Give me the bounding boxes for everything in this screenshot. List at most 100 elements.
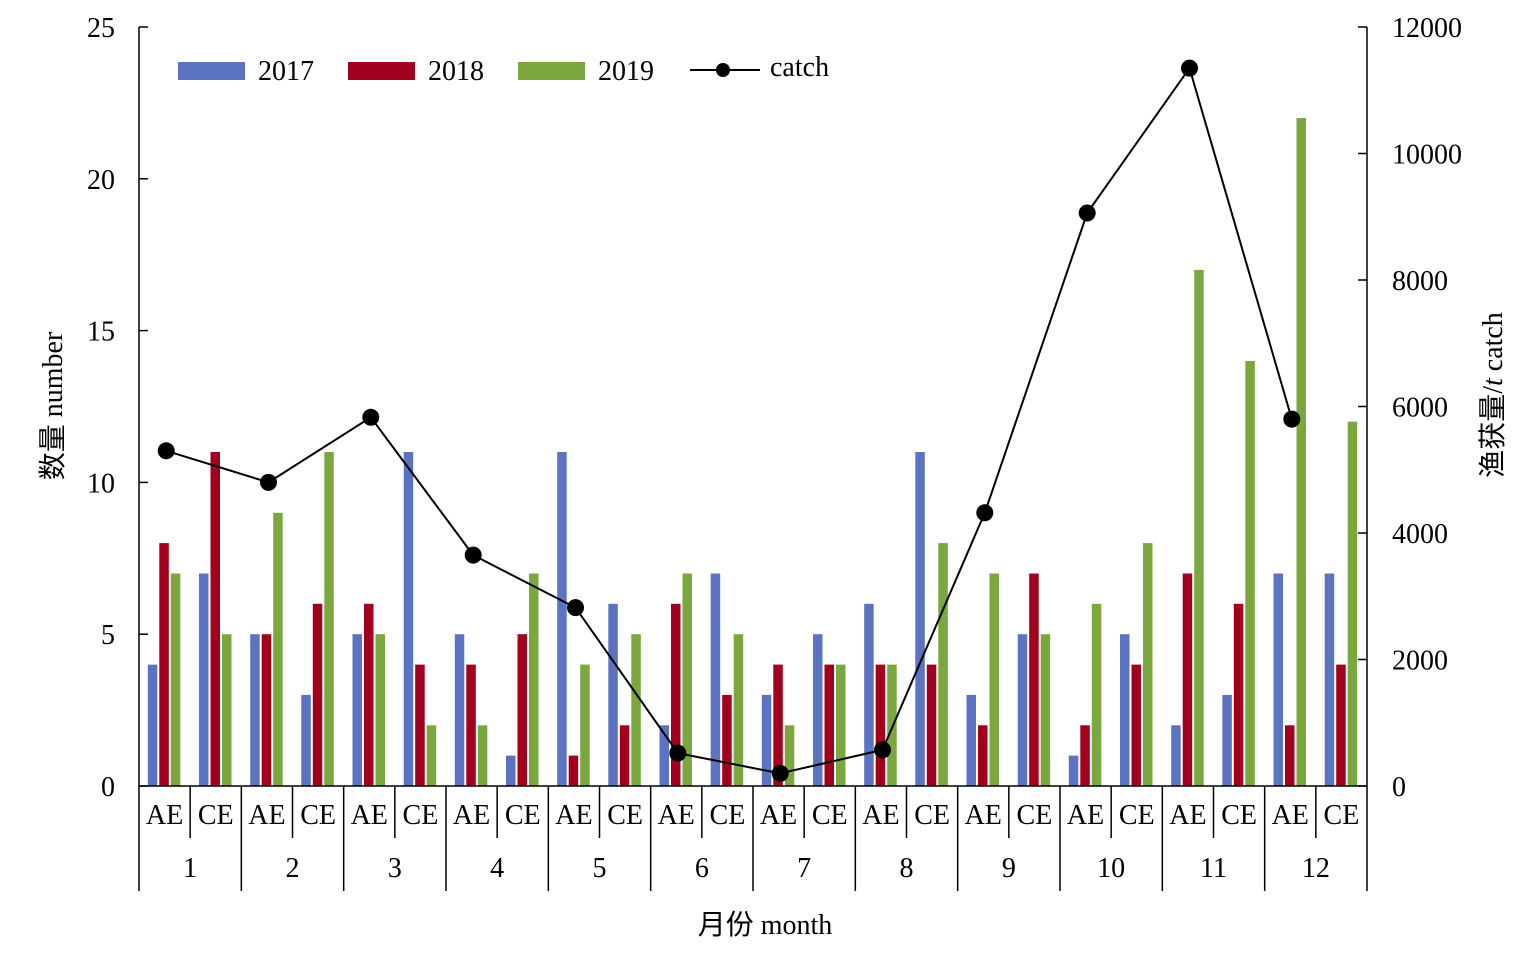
group-label: CE [505,800,541,831]
bar-2017-2-CE [301,694,311,786]
bar-2019-7-AE [784,725,795,786]
legend: 2017 2018 2019 catch [178,52,829,87]
month-label: 5 [593,853,607,884]
bar-2017-11-AE [1171,725,1181,786]
bar-2018-1-CE [210,452,220,786]
y2-tick-label: 6000 [1392,393,1448,424]
bar-2017-7-AE [761,694,772,786]
y-tick-label: 25 [87,13,115,44]
legend-swatch-2017 [178,62,245,80]
bar-2017-3-AE [352,634,362,786]
legend-label-2018: 2018 [428,56,484,87]
y2-axis-title: 渔获量/t catch [1477,312,1509,478]
catch-line [165,65,1293,775]
month-label: 10 [1097,853,1125,884]
bar-2018-7-CE [824,664,834,786]
bar-2019-10-CE [1143,543,1153,786]
y2-tick-label: 12000 [1392,13,1462,44]
bar-2019-11-AE [1194,269,1204,786]
catch-point-month-8 [874,741,891,759]
group-label: CE [607,800,643,831]
legend-swatch-2018 [348,62,415,80]
bar-2018-12-AE [1285,725,1295,786]
catch-point-month-1 [157,442,175,460]
y2-tick-label: 2000 [1392,646,1448,677]
bar-2017-4-CE [506,755,516,786]
y2-axis-title-suffix: catch [1478,312,1509,378]
bar-2019-11-CE [1245,361,1255,786]
group-label: AE [555,800,592,831]
bar-2017-3-CE [403,452,414,786]
bar-2019-12-CE [1347,421,1358,786]
group-label: AE [1169,800,1206,831]
month-label: 1 [183,853,197,884]
bar-2018-7-AE [773,664,783,786]
catch-point-month-6 [669,744,687,762]
month-label: 4 [490,853,504,884]
legend-swatch-2019 [518,62,585,80]
group-label: AE [1067,800,1104,831]
bar-2017-12-CE [1324,573,1335,786]
bar-2017-8-AE [864,603,874,786]
bar-2019-8-AE [887,664,897,786]
catch-point-month-4 [464,546,482,564]
bar-2018-5-AE [568,755,579,786]
y2-tick-label: 0 [1392,772,1406,803]
bar-2018-2-AE [261,634,272,786]
group-label: CE [1221,800,1257,831]
month-label: 9 [1002,853,1016,884]
bar-2017-5-AE [557,452,567,786]
catch-point-month-7 [771,764,789,782]
bar-2019-5-CE [631,634,641,786]
group-label: AE [351,800,388,831]
bar-2017-9-AE [966,694,976,786]
bar-2019-3-CE [426,725,437,786]
group-label: AE [862,800,899,831]
group-label: CE [198,800,234,831]
bar-2018-10-AE [1080,725,1090,786]
bar-2017-8-CE [915,452,925,786]
group-label: CE [812,800,848,831]
bar-2019-1-CE [222,634,232,786]
bar-2019-7-CE [836,664,846,786]
y2-axis-title-unit: t [1478,377,1509,386]
bar-2019-8-CE [938,543,948,786]
bar-2017-11-CE [1222,694,1232,786]
bar-2018-5-CE [619,725,630,786]
group-label: CE [1324,800,1360,831]
catch-point-month-11 [1181,59,1198,77]
bar-2018-1-AE [159,543,169,786]
month-label: 6 [695,853,709,884]
y2-tick-label: 8000 [1392,266,1448,297]
bar-2018-11-AE [1182,573,1193,786]
bar-2017-6-CE [710,573,721,786]
bar-2017-4-AE [454,634,465,786]
bar-2019-5-AE [580,664,590,786]
month-label: 3 [388,853,402,884]
bar-2019-2-AE [273,512,283,786]
bar-2018-4-AE [466,664,476,786]
legend-label-2019: 2019 [598,56,654,87]
group-label: AE [146,800,183,831]
bar-2019-1-AE [170,573,181,786]
bar-2019-9-AE [989,573,999,786]
bar-2017-5-CE [608,603,618,786]
y-tick-label: 10 [87,468,115,499]
catch-point-month-10 [1078,204,1096,222]
group-label: AE [1272,800,1309,831]
bar-2019-4-CE [529,573,539,786]
month-label: 2 [286,853,300,884]
group-label: AE [965,800,1002,831]
bar-2018-8-AE [875,664,886,786]
bar-2018-8-CE [926,664,937,786]
bar-2018-10-CE [1131,664,1141,786]
month-label: 7 [797,853,811,884]
group-label: CE [710,800,746,831]
group-label: CE [300,800,336,831]
bar-2017-12-AE [1273,573,1283,786]
bar-2018-9-CE [1029,573,1039,786]
bar-2018-6-AE [671,603,681,786]
group-label: CE [1017,800,1053,831]
